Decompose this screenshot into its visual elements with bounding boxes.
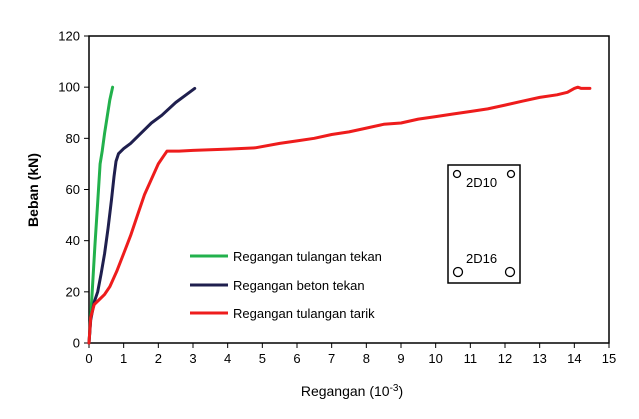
- y-tick-label: 60: [66, 182, 80, 197]
- x-tick-label: 9: [397, 351, 404, 366]
- y-tick-label: 0: [73, 336, 80, 351]
- x-tick-label: 15: [602, 351, 616, 366]
- y-tick-label: 100: [58, 80, 80, 95]
- y-tick-label: 80: [66, 131, 80, 146]
- x-tick-label: 12: [498, 351, 512, 366]
- y-tick-label: 20: [66, 284, 80, 299]
- legend: Regangan tulangan tekan Regangan beton t…: [190, 249, 382, 321]
- cross-section-outline: [447, 164, 521, 284]
- x-tick-label: 1: [120, 351, 127, 366]
- x-tick-label: 5: [259, 351, 266, 366]
- x-tick-label: 2: [155, 351, 162, 366]
- x-tick-label: 14: [567, 351, 581, 366]
- y-axis-title: Beban (kN): [25, 153, 41, 227]
- x-tick-label: 0: [85, 351, 92, 366]
- legend-label-beton-tekan: Regangan beton tekan: [233, 278, 365, 293]
- inset-bottom-label: 2D16: [466, 251, 497, 266]
- x-tick-label: 7: [328, 351, 335, 366]
- x-tick-label: 10: [428, 351, 442, 366]
- y-tick-label: 120: [58, 29, 80, 44]
- legend-label-tulangan-tekan: Regangan tulangan tekan: [233, 249, 382, 264]
- x-tick-label: 4: [224, 351, 231, 366]
- series-line-beton-tekan: [87, 86, 197, 345]
- series-layer: [87, 85, 592, 345]
- x-tick-label: 13: [532, 351, 546, 366]
- rebar-top-left: [452, 169, 462, 179]
- rebar-bottom-right: [504, 266, 516, 278]
- cross-section-inset: 2D10 2D16: [447, 164, 521, 284]
- rebar-bottom-left: [452, 266, 464, 278]
- x-axis-title: Regangan (10-3): [301, 383, 403, 399]
- x-tick-label: 11: [464, 351, 478, 366]
- x-tick-label: 8: [363, 351, 370, 366]
- inset-top-label: 2D10: [466, 175, 497, 190]
- series-line-tulangan-tekan: [87, 85, 115, 345]
- y-tick-label: 40: [66, 233, 80, 248]
- series-line-tulangan-tarik: [87, 85, 592, 345]
- x-tick-label: 6: [293, 351, 300, 366]
- legend-label-tulangan-tarik: Regangan tulangan tarik: [233, 306, 375, 321]
- rebar-top-right: [506, 169, 516, 179]
- x-tick-label: 3: [189, 351, 196, 366]
